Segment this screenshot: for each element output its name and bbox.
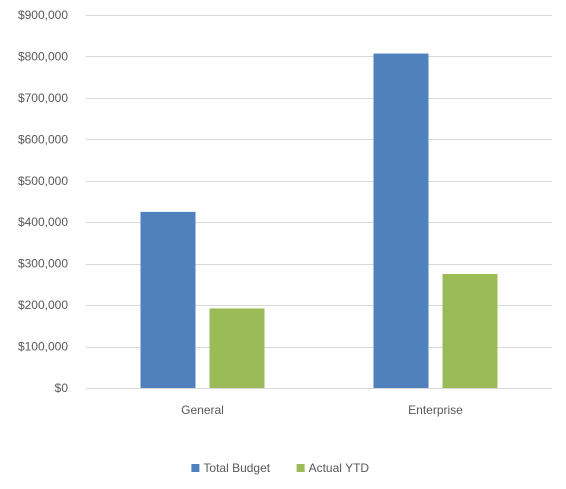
y-tick-label: $300,000 xyxy=(18,257,68,271)
y-tick-label: $700,000 xyxy=(18,91,68,105)
y-tick-label: $100,000 xyxy=(18,340,68,354)
x-tick-label: General xyxy=(181,403,224,417)
legend-label: Total Budget xyxy=(203,461,270,475)
y-tick-label: $800,000 xyxy=(18,49,68,63)
bar-actual-ytd-general xyxy=(209,308,265,388)
bar-total-budget-enterprise xyxy=(373,53,429,388)
y-tick-label: $0 xyxy=(55,381,69,395)
y-tick-label: $600,000 xyxy=(18,132,68,146)
legend-swatch xyxy=(296,464,305,472)
y-tick-label: $500,000 xyxy=(18,174,68,188)
y-axis-tick-labels: $0 $100,000 $200,000 $300,000 $400,000 $500,0… xyxy=(18,8,68,395)
bars xyxy=(140,53,498,388)
y-tick-label: $900,000 xyxy=(18,8,68,22)
legend-swatch xyxy=(191,464,200,472)
bar-actual-ytd-enterprise xyxy=(442,274,498,388)
legend-label: Actual YTD xyxy=(309,461,370,475)
x-axis-tick-labels: General Enterprise xyxy=(181,403,463,417)
y-tick-label: $400,000 xyxy=(18,215,68,229)
y-tick-label: $200,000 xyxy=(18,298,68,312)
x-tick-label: Enterprise xyxy=(408,403,463,417)
legend: Total Budget Actual YTD xyxy=(191,461,369,475)
bar-total-budget-general xyxy=(140,211,196,388)
